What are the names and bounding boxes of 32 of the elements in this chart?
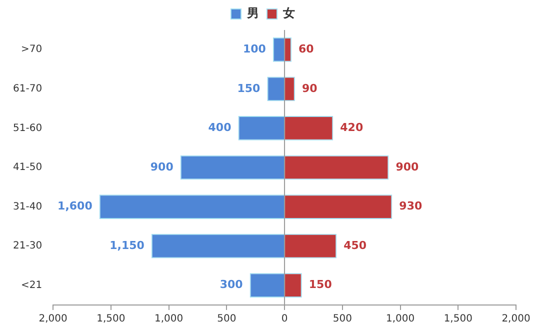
x-tick-label: 2,000 (38, 314, 68, 325)
data-label: 60 (298, 42, 314, 56)
data-label: 900 (396, 160, 419, 174)
y-tick-label: 21-30 (12, 240, 42, 252)
y-tick-label: 61-70 (12, 84, 42, 95)
data-label: 900 (150, 160, 174, 174)
x-tick-label: 1,500 (96, 314, 126, 325)
x-tick-label: 1,000 (154, 314, 184, 325)
data-label: 150 (308, 278, 332, 292)
data-label: 450 (344, 238, 367, 252)
data-label: 150 (237, 82, 261, 95)
data-label: 300 (220, 278, 244, 292)
data-label: 420 (340, 121, 364, 134)
data-label: 100 (242, 42, 266, 56)
x-tick-label: 1,000 (386, 314, 415, 325)
y-tick-label: <21 (20, 280, 42, 291)
data-label: 400 (208, 121, 232, 134)
x-tick-label: 500 (217, 314, 236, 325)
x-tick-label: 0 (281, 314, 288, 325)
y-tick-label: >70 (20, 44, 42, 56)
y-tick-label: 31-40 (12, 201, 42, 212)
x-tick-label: 2,000 (502, 314, 530, 325)
legend-label: 男 (246, 6, 259, 20)
data-label: 1,600 (58, 200, 93, 213)
data-label: 90 (302, 82, 318, 95)
y-tick-label: 51-60 (12, 122, 42, 134)
y-tick-label: 41-50 (12, 162, 42, 174)
data-label: 930 (399, 200, 422, 213)
x-tick-label: 1,500 (444, 314, 472, 325)
data-label: 1,150 (110, 238, 145, 252)
x-tick-label: 500 (332, 314, 352, 325)
legend-label: 女 (282, 6, 295, 20)
